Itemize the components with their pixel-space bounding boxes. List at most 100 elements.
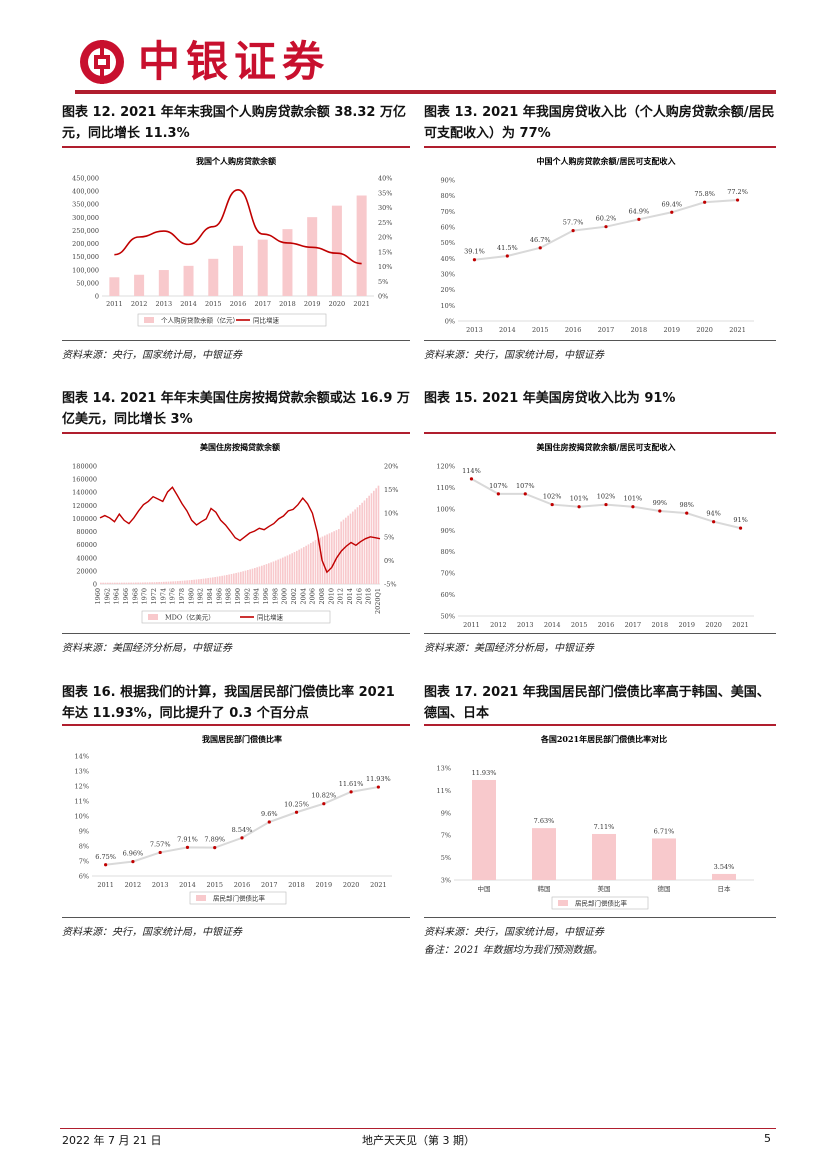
bar <box>240 571 242 584</box>
bar <box>303 547 305 584</box>
y-axis-tick-label: 80000 <box>76 528 97 536</box>
chart-title: 我国个人购房贷款余额 <box>196 156 276 166</box>
x-axis-tick-label: 1998 <box>271 588 279 605</box>
y-axis-tick-label: 100000 <box>72 515 97 523</box>
x-axis-tick-label: 2010 <box>327 588 335 605</box>
bar <box>142 582 144 584</box>
y-axis-tick-label: 13% <box>437 765 451 773</box>
y2-axis-tick-label: 25% <box>378 219 392 227</box>
bar <box>331 205 342 296</box>
bar <box>186 580 188 584</box>
bar <box>214 577 216 584</box>
figure-13-source: 资料来源：央行，国家统计局，中银证券 <box>424 350 604 361</box>
x-axis-tick-label: 1990 <box>234 588 242 605</box>
y-axis-tick-label: 40000 <box>76 554 97 562</box>
x-axis-tick-label: 2012 <box>337 588 345 605</box>
x-axis-tick-label: 1964 <box>113 588 121 605</box>
bar <box>284 556 286 584</box>
bar <box>472 779 496 880</box>
x-axis-tick-label: 2018 <box>631 326 648 334</box>
figure-14-title: 图表 14. 2021 年年末美国住房按揭贷款余额或达 16.9 万亿美元，同比… <box>62 391 410 427</box>
x-axis-tick-label: 2016 <box>355 588 363 605</box>
data-label: 69.4% <box>661 200 682 208</box>
bar <box>118 582 121 584</box>
x-axis-tick-label: 2019 <box>678 621 695 629</box>
y-axis-tick-label: 30% <box>441 271 455 279</box>
bar <box>202 578 205 584</box>
y-axis-tick-label: 14% <box>75 753 89 761</box>
x-axis-tick-label: 2016 <box>565 326 582 334</box>
bar <box>652 838 676 880</box>
x-axis-tick-label: 2020Q1 <box>374 588 382 614</box>
y-axis-tick-label: 100% <box>436 505 455 513</box>
data-label: 11.93% <box>472 769 497 777</box>
x-axis-tick-label: 2006 <box>309 588 317 605</box>
data-label: 3.54% <box>714 863 735 871</box>
data-point <box>322 802 326 806</box>
chart-title: 我国居民部门偿债比率 <box>202 734 282 744</box>
bar <box>326 534 328 584</box>
legend-swatch <box>558 900 568 906</box>
bar <box>712 873 736 880</box>
bar <box>291 553 293 584</box>
data-label: 11.61% <box>339 780 364 788</box>
y2-axis-tick-label: 20% <box>378 234 392 242</box>
bar <box>109 582 111 584</box>
y2-axis-tick-label: 5% <box>384 533 394 541</box>
bar <box>170 581 172 584</box>
x-axis-tick-label: 1992 <box>243 588 251 605</box>
bar <box>125 582 128 584</box>
y-axis-tick-label: 40% <box>441 255 455 263</box>
bar <box>139 582 142 584</box>
chart-title: 中国个人购房贷款余额/居民可支配收入 <box>537 156 676 166</box>
figure-12-top-rule <box>62 146 410 148</box>
bar <box>368 495 370 584</box>
legend-label: MDO（亿美元） <box>165 613 215 622</box>
x-axis-tick-label: 2002 <box>290 588 298 605</box>
legend-swatch <box>148 614 158 620</box>
x-axis-tick-label: 2015 <box>571 621 588 629</box>
y-axis-tick-label: 11% <box>437 787 451 795</box>
bar <box>130 582 132 584</box>
y-axis-tick-label: 180000 <box>72 463 97 471</box>
bar <box>257 239 268 296</box>
bar <box>296 550 298 584</box>
data-point <box>505 254 509 258</box>
y-axis-tick-label: 9% <box>79 828 89 836</box>
figure-15-title: 图表 15. 2021 年美国房贷收入比为 91% <box>424 391 676 406</box>
x-axis-tick-label: 2008 <box>318 588 326 605</box>
bar <box>184 580 186 584</box>
x-axis-tick-label: 2015 <box>205 300 222 308</box>
x-axis-tick-label: 2020 <box>329 300 346 308</box>
data-point <box>685 511 689 515</box>
figure-14-bottom-rule <box>62 633 410 634</box>
x-axis-tick-label: 日本 <box>718 884 732 893</box>
legend-label: 居民部门偿债比率 <box>575 899 628 908</box>
x-axis-tick-label: 1982 <box>197 588 205 605</box>
data-label: 102% <box>543 493 562 501</box>
bar <box>158 270 169 296</box>
y-axis-tick-label: 110% <box>436 484 455 492</box>
bar <box>107 582 109 584</box>
y-axis-tick-label: 350,000 <box>72 201 99 209</box>
bar <box>100 582 102 584</box>
data-label: 75.8% <box>694 190 715 198</box>
bar <box>165 581 167 584</box>
data-label: 10.25% <box>284 800 309 808</box>
data-point <box>703 200 707 204</box>
chart-title: 各国2021年居民部门偿债比率对比 <box>540 734 667 744</box>
bar <box>242 571 244 584</box>
data-label: 7.11% <box>594 823 615 831</box>
data-point <box>472 258 477 262</box>
bar <box>532 828 556 880</box>
y-axis-tick-label: 150,000 <box>72 253 99 261</box>
x-axis-tick-label: 2013 <box>517 621 534 629</box>
y-axis-tick-label: 0 <box>95 293 99 301</box>
bar <box>377 485 380 584</box>
legend-label: 居民部门偿债比率 <box>213 894 266 903</box>
x-axis-tick-label: 2015 <box>532 326 549 334</box>
bar <box>312 541 314 584</box>
bar <box>349 513 352 584</box>
figure-16-bottom-rule <box>62 917 410 918</box>
y-axis-tick-label: 200,000 <box>72 240 99 248</box>
